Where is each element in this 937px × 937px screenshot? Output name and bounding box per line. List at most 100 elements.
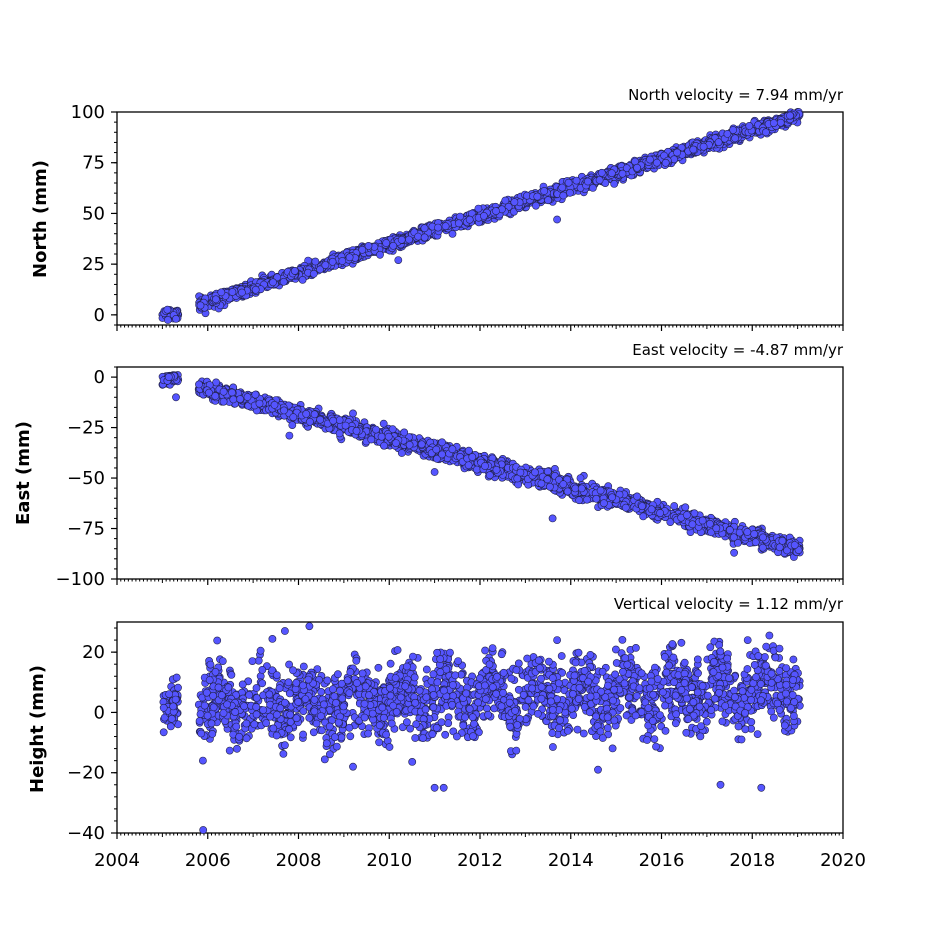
north-data-point: [376, 250, 384, 259]
north-data-point: [211, 295, 220, 304]
east-data-point: [688, 520, 697, 529]
east-data-point: [341, 421, 350, 430]
north-data-point: [454, 219, 463, 228]
north-data-point: [769, 119, 778, 127]
east-data-point: [639, 512, 648, 521]
east-data-point: [546, 482, 554, 491]
east-data-point: [243, 393, 252, 401]
east-data-point: [400, 428, 409, 437]
east-data-point: [633, 492, 641, 501]
east-data-point: [305, 417, 314, 426]
north-data-point: [731, 134, 739, 143]
east-data-point: [683, 511, 691, 519]
north-data-point: [311, 257, 320, 266]
east-data-point: [432, 445, 441, 454]
east-data-point: [485, 471, 494, 480]
north-data-point: [564, 178, 573, 187]
east-data-point: [289, 413, 298, 422]
east-data-point: [335, 429, 344, 438]
east-data-point: [778, 536, 787, 545]
north-data-point: [646, 155, 654, 164]
north-y-tick-label: 100: [71, 102, 105, 123]
height-y-axis-label: Height (mm): [27, 665, 48, 793]
north-y-axis-label: North (mm): [30, 160, 51, 278]
east-data-point: [790, 541, 799, 549]
east-data-point: [647, 505, 656, 514]
east-data-point: [681, 503, 690, 512]
north-data-point: [510, 198, 519, 206]
east-data-point: [384, 432, 393, 441]
east-data-point: [656, 509, 664, 517]
east-data-point: [577, 484, 586, 493]
north-data-point: [382, 239, 391, 247]
north-data-point: [420, 233, 429, 242]
north-outlier-point: [553, 215, 561, 224]
north-data-point: [786, 111, 794, 120]
north-data-point: [533, 192, 542, 201]
north-data-point: [420, 224, 429, 233]
east-data-point: [302, 409, 311, 418]
north-data-point: [163, 305, 172, 314]
east-data-point: [379, 419, 388, 428]
east-data-point: [563, 487, 572, 496]
east-data-point: [712, 524, 721, 533]
north-data-point: [776, 118, 785, 127]
east-data-point: [372, 425, 380, 434]
east-outlier-point: [548, 514, 557, 523]
north-data-point: [298, 275, 307, 284]
north-data-point: [618, 169, 627, 178]
north-data-point: [434, 223, 442, 232]
east-y-tick-label: −50: [67, 468, 105, 489]
north-data-point: [723, 129, 732, 138]
north-data-point: [405, 235, 413, 244]
north-data-point: [217, 288, 226, 297]
east-y-tick-label: −100: [56, 569, 105, 590]
east-data-point: [417, 440, 426, 449]
east-data-point: [335, 416, 344, 424]
east-data-point: [219, 387, 228, 396]
north-data-point: [309, 269, 318, 278]
height-panel: Vertical velocity = 1.12 mm/yr Height (m…: [27, 595, 866, 871]
north-outlier-point: [172, 314, 180, 323]
north-data-point: [540, 187, 549, 195]
east-data-point: [758, 543, 767, 552]
east-data-point: [743, 528, 752, 536]
east-data-point: [729, 533, 738, 542]
vertical-velocity-title: Vertical velocity = 1.12 mm/yr: [614, 595, 844, 613]
north-points: [158, 108, 804, 324]
east-data-point: [352, 426, 361, 435]
east-data-point: [608, 493, 616, 502]
north-data-point: [670, 155, 678, 164]
north-data-point: [607, 169, 616, 178]
north-data-point: [448, 229, 457, 238]
east-data-point: [759, 533, 767, 542]
east-data-point: [576, 474, 585, 482]
east-data-point: [438, 438, 446, 447]
north-data-point: [572, 176, 581, 185]
north-panel: North velocity = 7.94 mm/yr North (mm) 0…: [30, 86, 844, 331]
height-y-tick-label: 0: [94, 702, 105, 723]
north-data-point: [465, 215, 474, 224]
east-outlier-point: [730, 548, 738, 557]
east-data-point: [438, 450, 446, 459]
east-data-point: [638, 502, 646, 511]
north-data-point: [328, 257, 337, 266]
east-data-point: [205, 388, 213, 397]
east-data-point: [472, 465, 481, 474]
north-outlier-point: [762, 128, 770, 137]
north-data-point: [566, 188, 574, 197]
north-outlier-point: [394, 256, 403, 264]
north-data-point: [610, 179, 619, 188]
east-data-point: [492, 465, 501, 474]
east-data-point: [600, 499, 608, 508]
east-data-point: [164, 373, 173, 381]
east-data-point: [329, 416, 338, 425]
east-data-point: [575, 496, 584, 505]
north-data-point: [279, 277, 288, 286]
east-outlier-point: [285, 431, 294, 440]
north-data-point: [559, 191, 568, 200]
height-y-tick-label: −40: [67, 823, 105, 844]
north-data-point: [441, 222, 450, 231]
north-data-point: [397, 235, 406, 244]
east-data-point: [537, 479, 546, 488]
